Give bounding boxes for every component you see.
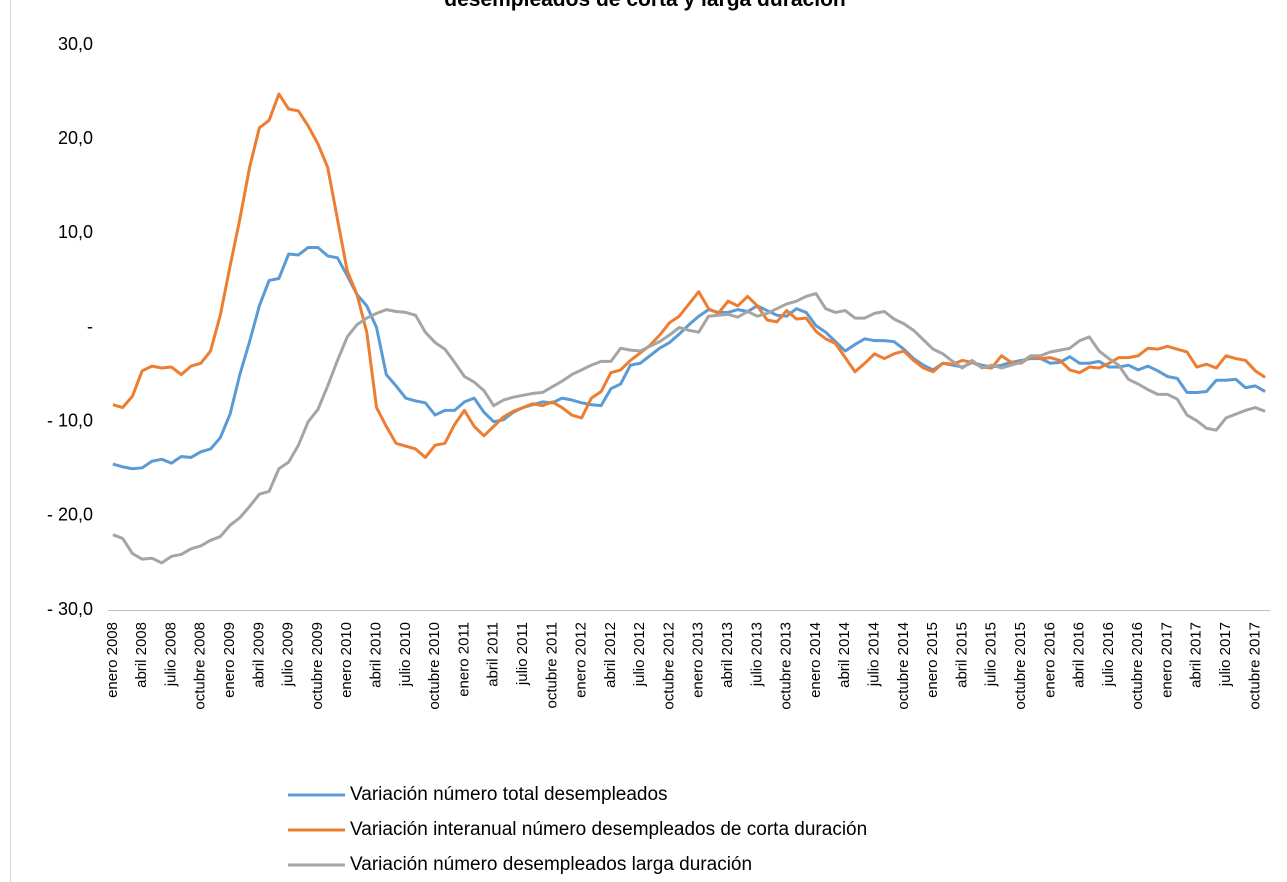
x-tick-label: octubre 2016 <box>1129 622 1146 710</box>
data-line <box>112 292 1266 565</box>
x-tick-label: abril 2016 <box>1071 622 1088 688</box>
x-tick-label: abril 2014 <box>836 622 853 688</box>
chart-title: desempleados de corta y larga duración <box>444 0 845 11</box>
x-tick-label: octubre 2012 <box>660 622 677 710</box>
x-tick-label: julio 2012 <box>631 622 648 687</box>
x-tick-label: abril 2008 <box>133 622 150 688</box>
data-line <box>112 92 1266 459</box>
x-tick-label: enero 2014 <box>807 622 824 698</box>
x-tick-label: enero 2010 <box>338 622 355 698</box>
x-tick-label: octubre 2017 <box>1246 622 1263 710</box>
y-tick-label: - 30,0 <box>47 599 93 619</box>
x-tick-label: octubre 2008 <box>192 622 209 710</box>
x-tick-label: julio 2016 <box>1100 622 1117 687</box>
data-line <box>112 245 1266 471</box>
x-tick-label: enero 2015 <box>924 622 941 698</box>
x-tick-label: julio 2010 <box>397 622 414 687</box>
x-tick-label: octubre 2013 <box>778 622 795 710</box>
legend-label: Variación interanual número desempleados… <box>350 819 867 840</box>
x-tick-label: julio 2009 <box>280 622 297 687</box>
x-tick-label: enero 2008 <box>104 622 121 698</box>
legend-label: Variación número total desempleados <box>350 784 668 805</box>
y-tick-label: 20,0 <box>58 128 93 148</box>
x-tick-label: enero 2017 <box>1158 622 1175 698</box>
x-tick-label: julio 2014 <box>865 622 882 687</box>
x-tick-label: octubre 2009 <box>309 622 326 710</box>
x-tick-label: julio 2017 <box>1217 622 1234 687</box>
x-tick-label: octubre 2014 <box>895 622 912 710</box>
x-tick-label: abril 2010 <box>367 622 384 688</box>
x-tick-label: enero 2011 <box>455 622 472 697</box>
x-tick-label: octubre 2011 <box>543 622 560 708</box>
x-tick-label: enero 2009 <box>221 622 238 698</box>
y-tick-label: 10,0 <box>58 222 93 242</box>
y-tick-label: - 20,0 <box>47 505 93 525</box>
x-tick-label: julio 2011 <box>514 622 531 686</box>
y-tick-label: - 10,0 <box>47 410 93 430</box>
x-tick-label: enero 2012 <box>573 622 590 698</box>
x-tick-label: octubre 2015 <box>1012 622 1029 710</box>
x-tick-label: julio 2008 <box>162 622 179 687</box>
legend-label: Variación número desempleados larga dura… <box>350 854 752 875</box>
chart-frame <box>10 0 1287 882</box>
x-tick-label: enero 2013 <box>690 622 707 698</box>
x-tick-label: julio 2013 <box>748 622 765 687</box>
x-tick-label: abril 2013 <box>719 622 736 688</box>
y-tick-label: 30,0 <box>58 34 93 54</box>
y-tick-label: - <box>87 316 93 336</box>
x-tick-label: julio 2015 <box>983 622 1000 687</box>
x-tick-label: enero 2016 <box>1041 622 1058 698</box>
x-tick-label: abril 2009 <box>250 622 267 688</box>
x-tick-label: octubre 2010 <box>426 622 443 710</box>
x-tick-label: abril 2017 <box>1188 622 1205 688</box>
x-tick-label: abril 2012 <box>602 622 619 688</box>
x-tick-label: abril 2011 <box>485 622 502 687</box>
x-tick-label: abril 2015 <box>953 622 970 688</box>
